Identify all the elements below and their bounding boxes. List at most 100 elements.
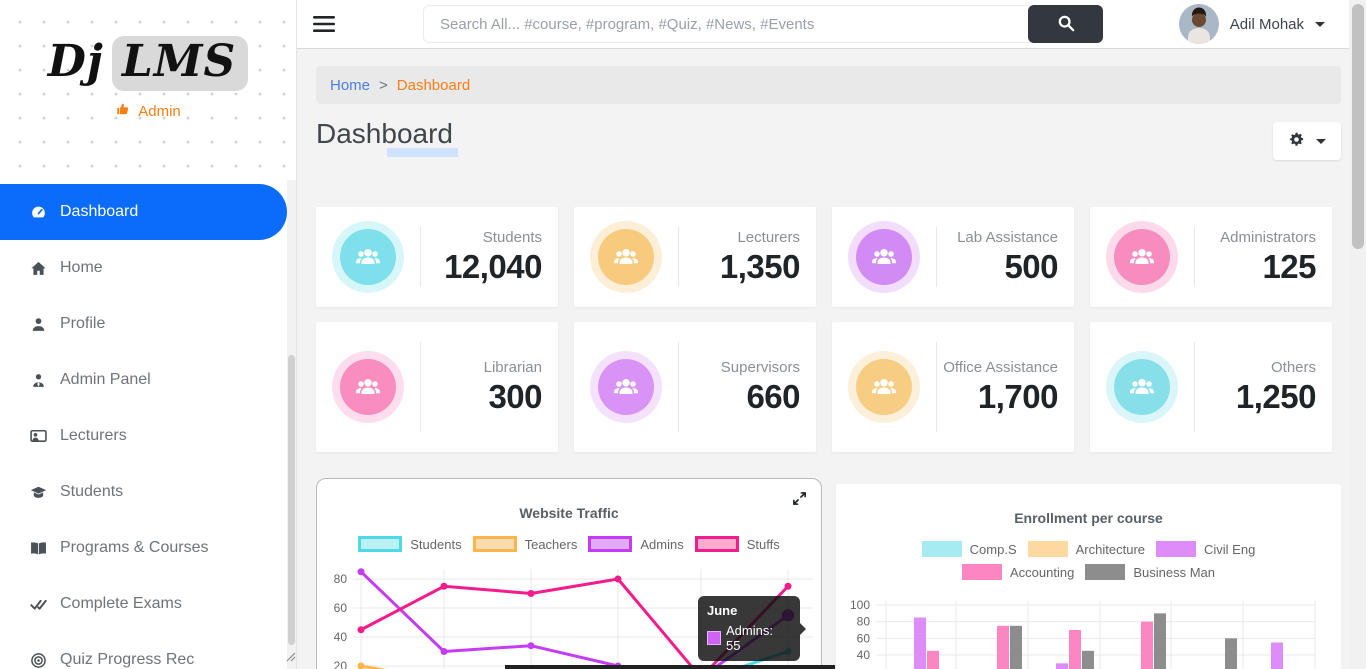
page-scrollbar-thumb[interactable] xyxy=(1352,4,1364,249)
sidebar-item-label: Lecturers xyxy=(60,427,127,444)
page-scrollbar[interactable] xyxy=(1349,0,1366,669)
divider xyxy=(1194,227,1195,287)
settings-button[interactable] xyxy=(1273,122,1341,160)
svg-text:60: 60 xyxy=(334,601,348,615)
sidebar-item-students[interactable]: Students xyxy=(0,464,287,520)
stat-card: Administrators 125 xyxy=(1090,207,1332,307)
legend-label: Students xyxy=(410,536,462,552)
sidebar-item-label: Complete Exams xyxy=(60,595,182,612)
sidebar-item-label: Admin Panel xyxy=(60,371,151,388)
page-title: Dashboard xyxy=(316,118,453,149)
people-icon xyxy=(1114,229,1170,285)
sidebar-item-profile[interactable]: Profile xyxy=(0,296,287,352)
brand-logo[interactable]: Dj LMS xyxy=(0,0,296,91)
user-name: Adil Mohak xyxy=(1229,15,1304,33)
sidebar-item-admin-panel[interactable]: Admin Panel xyxy=(0,352,287,408)
sidebar-item-programs-courses[interactable]: Programs & Courses xyxy=(0,520,287,576)
resize-grip-icon[interactable] xyxy=(286,649,296,667)
legend-label: Civil Eng xyxy=(1204,541,1256,557)
people-icon xyxy=(340,229,396,285)
stat-label: Office Assistance xyxy=(943,358,1058,376)
people-icon xyxy=(1114,359,1170,415)
sidebar-item-home[interactable]: Home xyxy=(0,240,287,296)
legend-item[interactable]: Civil Eng xyxy=(1156,541,1255,557)
search-input[interactable] xyxy=(423,5,1031,43)
check-all-icon xyxy=(30,596,47,613)
breadcrumb-home-link[interactable]: Home xyxy=(330,76,371,94)
legend-label: Comp.S xyxy=(969,541,1017,557)
people-icon xyxy=(856,229,912,285)
divider xyxy=(420,227,421,287)
graduation-icon xyxy=(30,484,47,501)
chart-legend: Students Teachers Admins Stuffs xyxy=(317,536,821,552)
thumbs-up-icon xyxy=(115,101,131,121)
gear-icon xyxy=(1288,131,1305,151)
stat-card: Lab Assistance 500 xyxy=(832,207,1074,307)
legend-label: Business Man xyxy=(1133,564,1215,580)
breadcrumb-separator: > xyxy=(379,76,388,94)
bar-chart-canvas[interactable]: 100 80 60 40 xyxy=(836,484,1341,669)
gauge-icon xyxy=(30,204,47,221)
stat-label: Lecturers xyxy=(737,228,800,246)
legend-item[interactable]: Architecture xyxy=(1027,541,1146,557)
user-menu[interactable]: Adil Mohak xyxy=(1178,4,1325,44)
stat-card: Others 1,250 xyxy=(1090,322,1332,452)
sidebar-item-complete-exams[interactable]: Complete Exams xyxy=(0,576,287,632)
text-selection-highlight xyxy=(387,148,458,157)
legend-item[interactable]: Students xyxy=(358,536,462,552)
stat-cards-grid: Students 12,040 Lecturers 1,350 Lab Assi… xyxy=(316,207,1332,452)
line-chart-canvas[interactable]: 80 60 40 20 xyxy=(317,479,821,669)
svg-text:40: 40 xyxy=(857,648,871,662)
legend-item[interactable]: Admins xyxy=(588,536,684,552)
svg-text:100: 100 xyxy=(850,598,870,612)
sidebar-scrollbar-thumb[interactable] xyxy=(288,355,295,645)
stat-label: Librarian xyxy=(483,358,542,376)
sidebar-item-lecturers[interactable]: Lecturers xyxy=(0,408,287,464)
divider xyxy=(420,342,421,432)
topbar: Adil Mohak xyxy=(296,0,1349,49)
breadcrumb: Home > Dashboard xyxy=(316,66,1341,104)
stat-value: 300 xyxy=(488,378,542,416)
sidebar-item-quiz-progress-rec[interactable]: Quiz Progress Rec xyxy=(0,632,287,669)
chart-tooltip: June Admins: 55 xyxy=(698,596,800,661)
sidebar-scrollbar[interactable] xyxy=(287,180,296,669)
legend-item[interactable]: Business Man xyxy=(1085,564,1215,580)
chevron-down-icon xyxy=(1315,21,1325,27)
legend-swatch xyxy=(694,536,739,552)
legend-item[interactable]: Stuffs xyxy=(694,536,780,552)
stat-value: 1,350 xyxy=(719,248,801,286)
brand-lms: LMS xyxy=(111,36,249,91)
legend-swatch xyxy=(472,536,517,552)
sidebar-item-label: Profile xyxy=(60,315,106,332)
admin-role-link[interactable]: Admin xyxy=(0,101,296,121)
stat-card: Librarian 300 xyxy=(316,322,558,452)
horizontal-scrollbar-thumb[interactable] xyxy=(505,665,835,669)
avatar xyxy=(1178,4,1219,44)
legend-swatch xyxy=(962,564,1002,580)
legend-item[interactable]: Comp.S xyxy=(921,541,1017,557)
home-icon xyxy=(30,260,47,277)
expand-icon[interactable] xyxy=(790,489,809,511)
legend-item[interactable]: Accounting xyxy=(962,564,1074,580)
sidebar-item-label: Quiz Progress Rec xyxy=(60,651,195,668)
person-badge-icon xyxy=(30,372,47,389)
sidebar-menu: Dashboard Home Profile Admin Panel Lectu… xyxy=(0,184,287,669)
chart-title: Enrollment per course xyxy=(1014,510,1163,526)
sidebar-item-label: Dashboard xyxy=(60,203,139,220)
person-icon xyxy=(30,316,47,333)
sidebar-item-dashboard[interactable]: Dashboard xyxy=(0,184,287,240)
legend-label: Architecture xyxy=(1075,541,1146,557)
logo-area: Dj LMS Admin xyxy=(0,0,296,180)
chevron-down-icon xyxy=(1316,138,1326,144)
legend-swatch xyxy=(921,541,962,557)
hamburger-menu-icon[interactable] xyxy=(313,15,335,33)
search-button[interactable] xyxy=(1028,5,1103,43)
stat-value: 1,700 xyxy=(977,378,1059,416)
divider xyxy=(936,342,937,432)
legend-item[interactable]: Teachers xyxy=(472,536,577,552)
stat-value: 12,040 xyxy=(444,248,542,286)
tooltip-title: June xyxy=(707,603,738,618)
svg-text:40: 40 xyxy=(334,630,348,644)
legend-swatch xyxy=(1156,541,1197,557)
svg-text:80: 80 xyxy=(857,615,871,629)
